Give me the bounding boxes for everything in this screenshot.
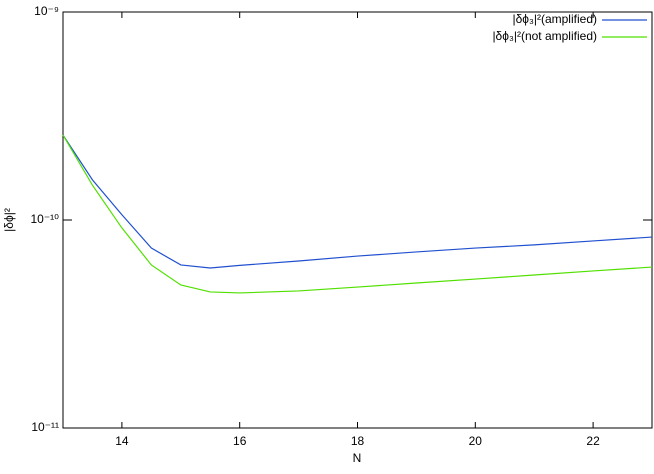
- x-tick-label: 16: [233, 434, 247, 448]
- series-line: [62, 134, 653, 294]
- x-tick-label: 18: [351, 434, 365, 448]
- x-tick-label: 14: [115, 434, 129, 448]
- y-tick-label: 10⁻¹¹: [31, 420, 59, 434]
- y-axis-label: |δϕ|²: [2, 208, 16, 232]
- series-line: [62, 134, 653, 269]
- x-tick-label: 22: [586, 434, 600, 448]
- legend-label: |δϕ₃|²(amplified): [512, 12, 597, 26]
- plot-frame: [62, 11, 653, 429]
- x-tick-label: 20: [469, 434, 483, 448]
- y-tick-label: 10⁻¹⁰: [31, 212, 60, 226]
- legend-label: |δϕ₃|²(not amplified): [492, 29, 597, 43]
- x-axis-label: N: [353, 451, 362, 465]
- y-tick-label: 10⁻⁹: [34, 4, 59, 18]
